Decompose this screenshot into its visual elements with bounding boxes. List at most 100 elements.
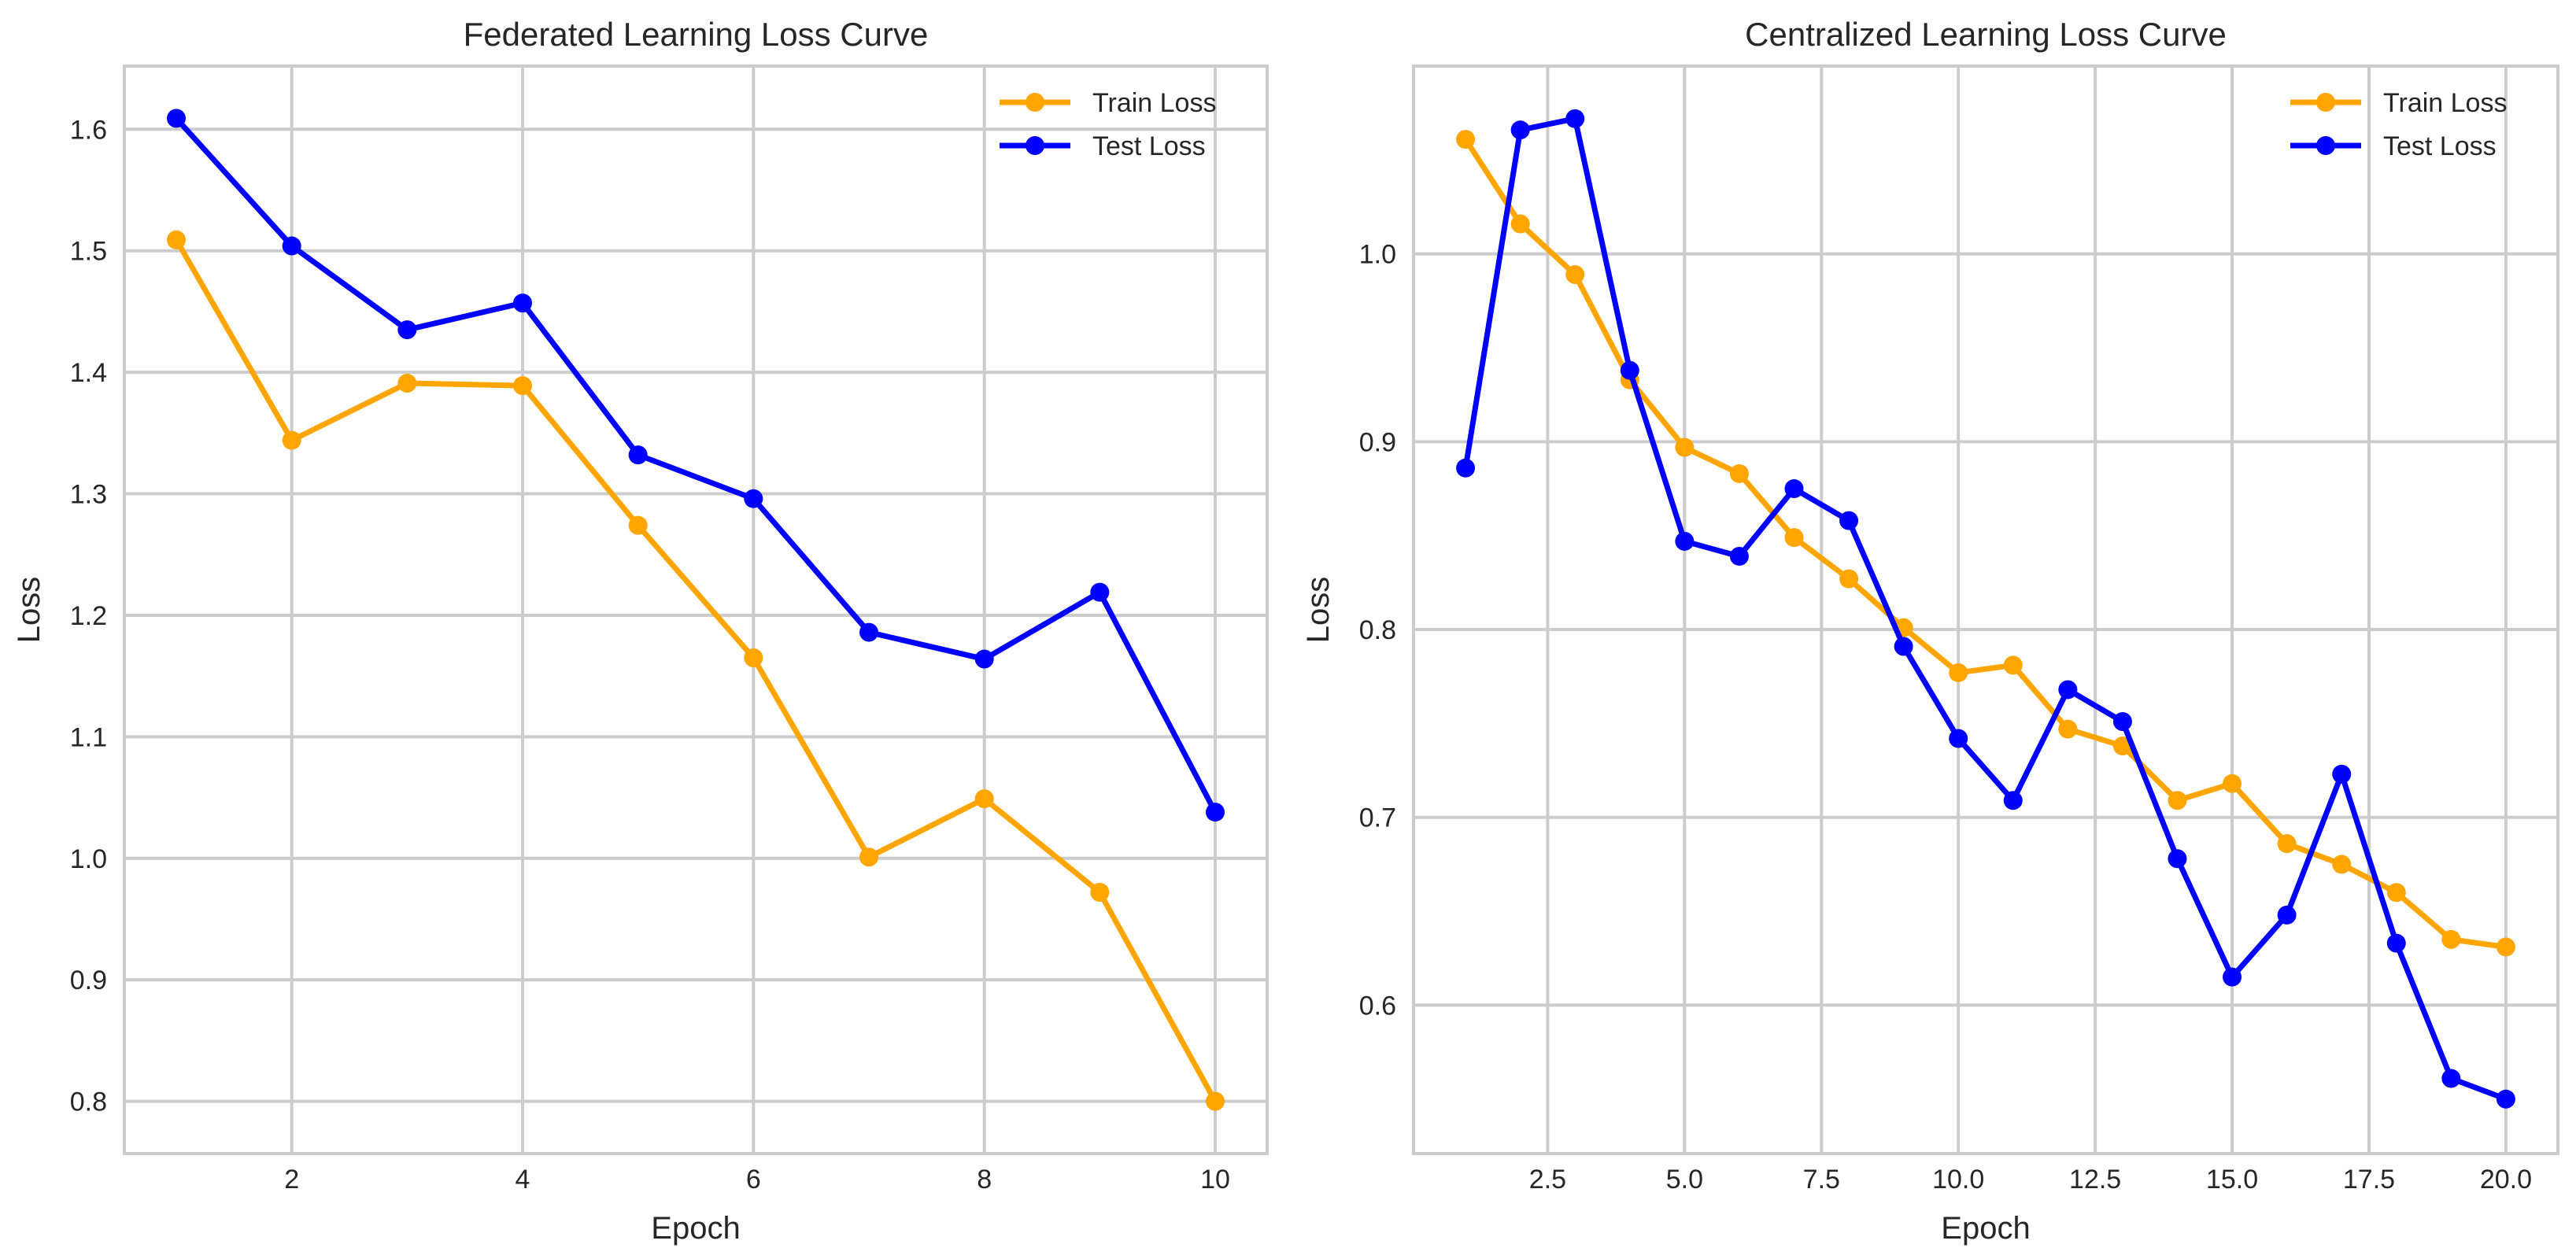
data-point-test-loss	[2223, 967, 2242, 987]
chart-title: Federated Learning Loss Curve	[464, 16, 929, 53]
data-point-train-loss	[2496, 937, 2515, 957]
data-point-test-loss	[1090, 582, 1110, 602]
y-tick-label: 0.9	[1359, 427, 1396, 457]
y-axis-label: Loss	[1301, 577, 1336, 644]
data-point-train-loss	[167, 230, 186, 249]
series-line-train-loss	[1462, 136, 2509, 950]
data-point-train-loss	[2277, 834, 2297, 854]
y-tick-label: 1.0	[70, 844, 107, 874]
data-point-train-loss	[1839, 569, 1859, 589]
data-point-test-loss	[2332, 764, 2352, 784]
data-point-train-loss	[2441, 929, 2461, 949]
x-tick-label: 6	[746, 1165, 761, 1194]
data-point-train-loss	[1949, 663, 1968, 682]
x-tick-label: 10.0	[1932, 1165, 1984, 1194]
y-tick-label: 1.1	[70, 722, 107, 752]
x-tick-label: 7.5	[1803, 1165, 1840, 1194]
x-tick-label: 5.0	[1666, 1165, 1703, 1194]
x-axis-label: Epoch	[651, 1211, 740, 1246]
legend-label-train-loss: Train Loss	[1092, 88, 1216, 118]
legend: Train Loss Test Loss	[1000, 88, 1216, 161]
data-point-train-loss	[744, 648, 763, 667]
data-point-train-loss	[859, 847, 878, 867]
y-tick-label: 1.3	[70, 480, 107, 510]
legend-marker-train-loss	[2316, 93, 2335, 112]
data-point-train-loss	[1456, 130, 1476, 150]
data-point-test-loss	[2112, 712, 2132, 732]
data-point-test-loss	[1729, 546, 1749, 566]
data-point-train-loss	[2058, 719, 2078, 739]
y-tick-label: 1.2	[70, 601, 107, 631]
data-point-train-loss	[2003, 655, 2023, 675]
data-point-train-loss	[2168, 791, 2187, 810]
data-point-test-loss	[513, 294, 532, 313]
data-point-train-loss	[628, 515, 648, 535]
plot-frame	[123, 65, 1269, 1155]
data-point-test-loss	[2003, 791, 2023, 810]
data-point-test-loss	[974, 649, 994, 669]
data-point-test-loss	[1949, 729, 1968, 748]
series-train-loss	[167, 230, 1225, 1111]
x-tick-label: 15.0	[2206, 1165, 2258, 1194]
data-point-test-loss	[1784, 479, 1804, 499]
data-point-test-loss	[744, 489, 763, 508]
series-line-test-loss	[173, 115, 1218, 815]
data-point-train-loss	[1784, 528, 1804, 548]
data-point-test-loss	[2277, 905, 2297, 925]
plot-frame	[1412, 65, 2559, 1155]
series-line-test-loss	[1462, 116, 2509, 1102]
series-test-loss	[167, 109, 1225, 822]
data-point-train-loss	[397, 374, 417, 393]
data-point-train-loss	[2223, 773, 2242, 793]
x-tick-label: 2	[284, 1165, 299, 1194]
data-point-test-loss	[282, 236, 301, 256]
legend-label-test-loss: Test Loss	[2383, 131, 2497, 161]
data-point-train-loss	[282, 430, 301, 450]
x-tick-label: 12.5	[2069, 1165, 2121, 1194]
legend-marker-test-loss	[2316, 136, 2335, 155]
chart-2: 2.5 5.0 7.5 10.0 12.5 15.0 17.5 20.0 0.6 0.7 0.8 0.…	[1301, 16, 2559, 1246]
x-tick-label: 2.5	[1529, 1165, 1566, 1194]
y-tick-label: 1.0	[1359, 240, 1396, 270]
chart-title: Centralized Learning Loss Curve	[1745, 16, 2227, 53]
data-point-test-loss	[628, 445, 648, 465]
data-point-test-loss	[1675, 531, 1695, 551]
x-tick-label: 17.5	[2343, 1165, 2395, 1194]
y-tick-label: 0.8	[1359, 615, 1396, 645]
x-axis-label: Epoch	[1941, 1211, 2030, 1246]
data-point-test-loss	[2386, 933, 2406, 953]
legend-marker-train-loss	[1026, 93, 1044, 112]
data-point-test-loss	[397, 320, 417, 340]
data-point-test-loss	[859, 622, 878, 642]
data-point-train-loss	[1090, 883, 1110, 903]
legend-marker-test-loss	[1026, 136, 1044, 155]
y-tick-label: 0.8	[70, 1087, 107, 1117]
data-point-test-loss	[2441, 1069, 2461, 1088]
data-point-test-loss	[1510, 120, 1530, 140]
data-point-test-loss	[1620, 360, 1639, 380]
chart-1: 2 4 6 8 10 0.8 0.9 1.0 1.1 1.2 1.3 1.4 1.5 1.6 Federat…	[12, 16, 1269, 1246]
data-point-test-loss	[1456, 458, 1476, 478]
data-point-test-loss	[1894, 637, 1913, 656]
x-tick-label: 10	[1200, 1165, 1230, 1194]
data-point-train-loss	[2386, 883, 2406, 903]
data-point-train-loss	[1675, 438, 1695, 457]
data-point-train-loss	[974, 789, 994, 809]
series-line-train-loss	[173, 237, 1218, 1105]
legend-label-train-loss: Train Loss	[2383, 88, 2507, 118]
x-tick-label: 20.0	[2480, 1165, 2532, 1194]
y-tick-label: 0.9	[70, 965, 107, 995]
data-point-test-loss	[2058, 680, 2078, 700]
data-point-train-loss	[1729, 463, 1749, 483]
y-tick-label: 1.5	[70, 237, 107, 267]
y-tick-label: 1.6	[70, 115, 107, 145]
data-point-test-loss	[1206, 803, 1225, 822]
x-tick-label: 4	[516, 1165, 530, 1194]
y-tick-label: 0.7	[1359, 803, 1396, 833]
y-tick-label: 0.6	[1359, 991, 1396, 1021]
legend-label-test-loss: Test Loss	[1092, 131, 1206, 161]
data-point-train-loss	[1510, 214, 1530, 234]
legend: Train Loss Test Loss	[2290, 88, 2507, 161]
data-point-train-loss	[1206, 1091, 1225, 1111]
